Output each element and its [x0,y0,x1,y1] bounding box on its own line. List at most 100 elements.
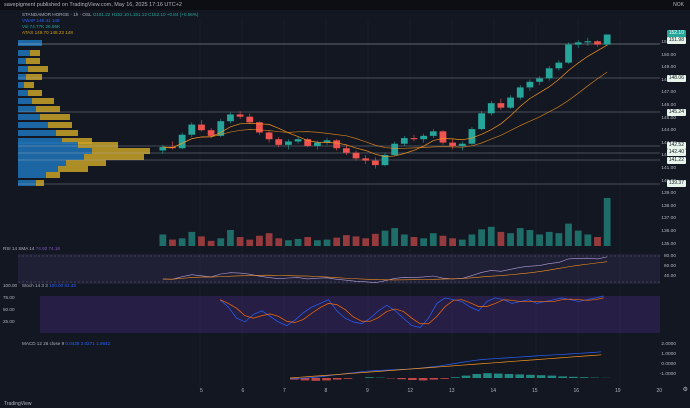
macd-histogram-bar [483,373,492,378]
profile-bar-buy [18,114,40,120]
gear-icon[interactable]: ⚙ [682,387,688,393]
candle-body [188,124,196,135]
profile-bar-sell [28,66,48,72]
volume-bars [159,198,611,246]
profile-bar-sell [66,160,106,166]
stoch-legend[interactable]: Stoch 14 3 3 100.00 92.49 [22,283,76,288]
price-tag-142: 142.52 [666,142,686,149]
time-axis-label: 19 [615,388,621,394]
candle-body [516,87,524,98]
publisher-text: savepigment published on TradingView.com… [4,2,182,8]
price-axis-label: 150.00 [661,52,676,58]
macd-histogram-bar [429,378,439,380]
macd-histogram-bar [311,378,321,381]
candle-body [497,103,505,108]
volume-bar [507,233,514,246]
profile-bar-buy [18,106,36,112]
profile-bar-sell [32,98,54,104]
candle-body [458,143,466,146]
rsi-title: RSI 14 SMA 14 [3,246,35,251]
candle-body [275,139,283,145]
profile-bar-sell [26,74,42,80]
candle-body [314,142,321,146]
macd-histogram-bar [461,375,471,378]
publisher-bar: savepigment published on TradingView.com… [0,0,690,10]
candle-body [536,78,543,82]
volume-bar [391,228,399,246]
macd-histogram-bar [440,378,449,379]
macd-histogram-bar [558,376,567,378]
profile-bar-buy [18,74,26,80]
profile-bar-buy [18,130,56,136]
candle-body [468,129,476,144]
volume-bar [584,234,592,246]
moving-average-line [162,44,608,158]
volume-bar [304,237,312,246]
macd-histogram-bar [322,378,331,381]
volume-bar [294,238,302,246]
macd-axis-2: 2.0000 [661,342,676,347]
rsi-band [18,254,660,284]
time-axis-label: 5 [200,388,203,394]
stoch-values: 100.00 92.49 [49,283,76,288]
volume-bar [545,231,553,246]
candles [159,34,611,169]
volume-bar [458,239,466,246]
volume-bar [198,236,205,246]
atas-legend[interactable]: ATAS 149.70 148.23 148 [22,30,73,35]
macd-signal-line [289,354,602,379]
macd-histogram-bar [504,374,514,378]
price-axis-label: 144.00 [661,128,676,134]
price-tag-145: 145.24 [666,109,686,116]
rsi-values: 74.92 74.18 [35,246,60,251]
time-axis-label: 9 [366,388,369,394]
price-axis-label: 135.00 [661,241,676,247]
symbol-label[interactable]: STANDAMOR HORGE · 1h · OSL [22,12,92,17]
profile-bar-sell [62,138,92,144]
candle-body [342,148,350,153]
candle-body [304,139,312,146]
price-axis-label: 145.00 [661,115,676,121]
time-axis-label: 6 [241,388,245,394]
footer: TradingView [0,400,690,408]
macd-histogram-bar [397,378,406,380]
profile-bar-sell [48,122,72,128]
volume-bar [526,230,534,246]
volume-legend[interactable]: Vol 74.77K 26.95K [22,24,61,29]
volume-bar [497,231,505,246]
current-price-tag: 152.10 [666,30,686,37]
macd-pane [289,351,610,381]
volume-bar [256,235,263,246]
time-axis-label: 16 [573,388,580,394]
macd-histogram-bar [536,375,546,378]
volume-bar [265,233,273,246]
rsi-legend[interactable]: RSI 14 SMA 14 74.92 74.18 [3,246,60,251]
rsi-pane [18,254,660,284]
profile-bar-buy [18,166,58,172]
profile-bar-buy [18,98,32,104]
stoch-d-line [219,297,604,325]
profile-bar-sell [40,114,70,120]
price-chart[interactable] [0,10,690,390]
vwap-legend[interactable]: VWAP 148.41 148 [22,18,60,23]
macd-histogram-bar [493,373,503,378]
stoch-axis-75: 75.00 [3,295,15,300]
price-axis-label: 141.00 [661,166,676,171]
macd-histogram-bar [300,378,310,381]
macd-values: 0.0428 2.0271 1.9842 [65,341,111,346]
main-legend: STANDAMOR HORGE · 1h · OSL O151.22 H152.… [22,12,198,36]
profile-bar-buy [18,160,66,166]
time-axis-label: 7 [283,388,286,394]
volume-profile [18,40,150,186]
candle-body [371,160,379,166]
profile-bar-buy [18,138,62,144]
moving-average-line [162,71,608,149]
candle-body [420,135,428,140]
macd-legend[interactable]: MACD 12 26 close 9 0.0428 2.0271 1.9842 [22,341,110,346]
profile-bar-sell [78,142,118,148]
volume-bar [314,240,321,246]
stoch-axis-50: 50.00 [3,307,15,312]
profile-bar-buy [18,122,48,128]
volume-bar [217,238,225,246]
volume-bar [159,234,167,246]
